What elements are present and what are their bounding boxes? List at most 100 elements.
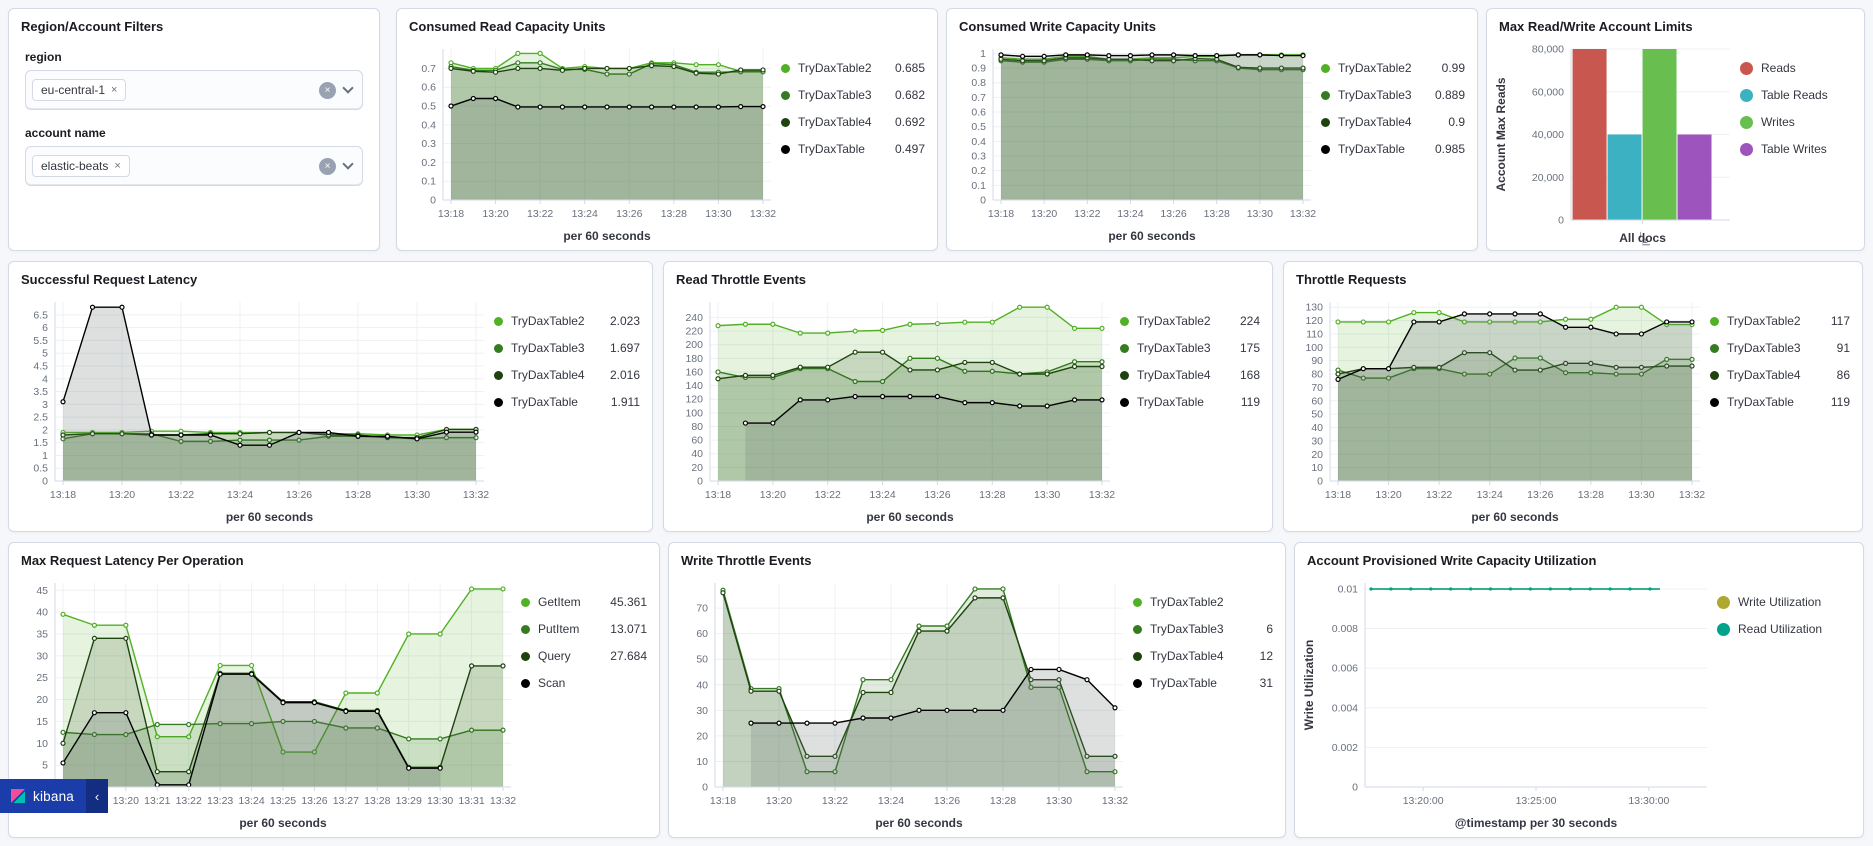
legend-label: Write Utilization — [1738, 595, 1822, 609]
collapse-nav-button[interactable]: ‹ — [85, 779, 108, 813]
legend-value: 86 — [1836, 368, 1850, 382]
legend-item-trydaxtable3[interactable]: TryDaxTable3 1.697 — [494, 341, 640, 355]
legend-label: TryDaxTable2 — [1338, 61, 1412, 75]
chevron-down-icon[interactable] — [342, 158, 354, 170]
legend-item-trydaxtable[interactable]: TryDaxTable 119 — [1120, 395, 1260, 409]
legend-item-trydaxtable[interactable]: TryDaxTable 31 — [1133, 676, 1273, 690]
max-rw-limits-chart[interactable]: 0 20,000 40,000 60,000 80,000 _all All docs Acc… — [1493, 39, 1740, 248]
legend-item-trydaxtable3[interactable]: TryDaxTable3 175 — [1120, 341, 1260, 355]
legend-item-table-writes[interactable]: Table Writes — [1740, 142, 1852, 156]
legend-item-trydaxtable3[interactable]: TryDaxTable3 6 — [1133, 622, 1273, 636]
svg-text:13:28: 13:28 — [345, 489, 371, 501]
legend-item-trydaxtable[interactable]: TryDaxTable 0.985 — [1321, 142, 1465, 156]
legend-label: Table Reads — [1761, 88, 1828, 102]
legend-item-scan[interactable]: Scan — [521, 676, 647, 690]
svg-text:100: 100 — [685, 407, 703, 419]
svg-text:80: 80 — [1311, 369, 1323, 381]
svg-text:13:26: 13:26 — [301, 795, 327, 807]
max-latency-op-chart[interactable]: 05101520253035404513:1813:1913:2013:2113… — [15, 573, 521, 833]
svg-text:13:29: 13:29 — [396, 795, 422, 807]
legend-item-getitem[interactable]: GetItem 45.361 — [521, 595, 647, 609]
legend-dot — [494, 316, 503, 326]
pill-remove-icon[interactable]: × — [114, 160, 121, 172]
legend-dot — [1740, 61, 1753, 75]
svg-text:13:30: 13:30 — [1628, 489, 1654, 501]
legend-item-trydaxtable2[interactable]: TryDaxTable2 0.685 — [781, 61, 925, 75]
legend-item-trydaxtable4[interactable]: TryDaxTable4 0.9 — [1321, 115, 1465, 129]
legend-value: 1.697 — [609, 341, 640, 355]
legend-item-trydaxtable[interactable]: TryDaxTable 0.497 — [781, 142, 925, 156]
legend-item-trydaxtable2[interactable]: TryDaxTable2 2.023 — [494, 314, 640, 328]
svg-text:13:22: 13:22 — [1074, 208, 1100, 220]
legend-item-putitem[interactable]: PutItem 13.071 — [521, 622, 647, 636]
kibana-home-button[interactable]: kibana — [0, 779, 86, 813]
bar-writes — [1642, 49, 1677, 220]
legend-item-trydaxtable2[interactable]: TryDaxTable2 224 — [1120, 314, 1260, 328]
legend-item-reads[interactable]: Reads — [1740, 61, 1852, 75]
legend-item-write-utilization[interactable]: Write Utilization — [1717, 595, 1851, 609]
legend-dot — [494, 397, 503, 407]
legend-item-trydaxtable2[interactable]: TryDaxTable2 117 — [1710, 314, 1850, 328]
account-name-combobox[interactable]: elastic-beats × × — [25, 146, 363, 186]
pill-remove-icon[interactable]: × — [111, 84, 118, 96]
legend-item-writes[interactable]: Writes — [1740, 115, 1852, 129]
svg-text:3: 3 — [42, 399, 48, 411]
svg-text:35: 35 — [36, 628, 48, 640]
legend-item-read-utilization[interactable]: Read Utilization — [1717, 622, 1851, 636]
legend-item-trydaxtable3[interactable]: TryDaxTable3 91 — [1710, 341, 1850, 355]
legend-item-table-reads[interactable]: Table Reads — [1740, 88, 1852, 102]
panel-title: Throttle Requests — [1296, 272, 1407, 287]
legend-item-query[interactable]: Query 27.684 — [521, 649, 647, 663]
read-throttle-chart[interactable]: 0 20 40 60 80 100 120 140 160 180 200 220 240 13:18 13… — [670, 292, 1120, 527]
clear-selection-icon[interactable]: × — [319, 157, 336, 175]
legend-dot — [1120, 397, 1129, 407]
svg-text:0.8: 0.8 — [971, 77, 986, 89]
legend-dot — [1133, 651, 1142, 661]
write-throttle-chart[interactable]: 0 10 20 30 40 50 60 70 13:18 13:20 13:22 13:24 13:26… — [675, 573, 1133, 833]
account-pill[interactable]: elastic-beats × — [32, 155, 130, 177]
svg-text:13:22: 13:22 — [168, 489, 194, 501]
svg-text:40: 40 — [36, 607, 48, 619]
svg-text:140: 140 — [685, 380, 703, 392]
legend-label: PutItem — [538, 622, 580, 636]
legend-item-trydaxtable3[interactable]: TryDaxTable3 0.889 — [1321, 88, 1465, 102]
consumed-read-chart[interactable]: 0 0.1 0.2 0.3 0.4 0.5 0.6 0.7 13:18 13:20 13:22 13:… — [403, 39, 781, 246]
svg-text:13:26: 13:26 — [616, 208, 642, 220]
legend-item-trydaxtable4[interactable]: TryDaxTable4 0.692 — [781, 115, 925, 129]
legend-item-trydaxtable[interactable]: TryDaxTable 119 — [1710, 395, 1850, 409]
legend-value: 45.361 — [610, 595, 647, 609]
request-latency-chart[interactable]: 0 0.5 1 1.5 2 2.5 3 3.5 4 4.5 5 5.5 6 6.5 13:18 13:20 13… — [15, 292, 494, 527]
svg-text:40: 40 — [691, 448, 703, 460]
legend-item-trydaxtable2[interactable]: TryDaxTable2 — [1133, 595, 1273, 609]
chart-canvas: 0 0.002 0.004 0.006 0.008 0.01 13:20:00 13:25:0… — [1302, 583, 1707, 830]
clear-selection-icon[interactable]: × — [319, 81, 336, 99]
legend-label: GetItem — [538, 595, 581, 609]
legend-item-trydaxtable4[interactable]: TryDaxTable4 12 — [1133, 649, 1273, 663]
svg-text:0: 0 — [697, 476, 703, 488]
svg-text:per 60 seconds: per 60 seconds — [1108, 229, 1196, 243]
panel-title: Max Request Latency Per Operation — [21, 553, 244, 568]
legend-dot — [1710, 316, 1719, 326]
legend-label: TryDaxTable3 — [511, 341, 585, 355]
chevron-down-icon[interactable] — [342, 82, 354, 94]
legend-dot — [1740, 142, 1753, 156]
throttle-requests-chart[interactable]: 0 10 20 30 40 50 60 70 80 90 100 110 120 130 13:18 13:2… — [1290, 292, 1710, 527]
svg-text:0: 0 — [1317, 476, 1323, 488]
legend-item-trydaxtable3[interactable]: TryDaxTable3 0.682 — [781, 88, 925, 102]
legend-item-trydaxtable[interactable]: TryDaxTable 1.911 — [494, 395, 640, 409]
legend-label: TryDaxTable4 — [1727, 368, 1801, 382]
region-pill[interactable]: eu-central-1 × — [32, 79, 127, 101]
write-util-chart[interactable]: 0 0.002 0.004 0.006 0.008 0.01 13:20:00 13:25:0… — [1301, 573, 1717, 833]
legend-value: 175 — [1239, 341, 1260, 355]
svg-text:3.5: 3.5 — [33, 386, 48, 398]
legend-item-trydaxtable4[interactable]: TryDaxTable4 86 — [1710, 368, 1850, 382]
legend-item-trydaxtable2[interactable]: TryDaxTable2 0.99 — [1321, 61, 1465, 75]
svg-text:13:24: 13:24 — [878, 795, 904, 807]
legend-label: TryDaxTable — [1137, 395, 1204, 409]
legend-item-trydaxtable4[interactable]: TryDaxTable4 168 — [1120, 368, 1260, 382]
svg-text:13:30: 13:30 — [427, 795, 453, 807]
region-combobox[interactable]: eu-central-1 × × — [25, 70, 363, 110]
consumed-write-chart[interactable]: 0 0.1 0.2 0.3 0.4 0.5 0.6 0.7 0.8 0.9 1 13:18 13:20 1… — [953, 39, 1321, 246]
legend-value: 91 — [1836, 341, 1850, 355]
legend-item-trydaxtable4[interactable]: TryDaxTable4 2.016 — [494, 368, 640, 382]
